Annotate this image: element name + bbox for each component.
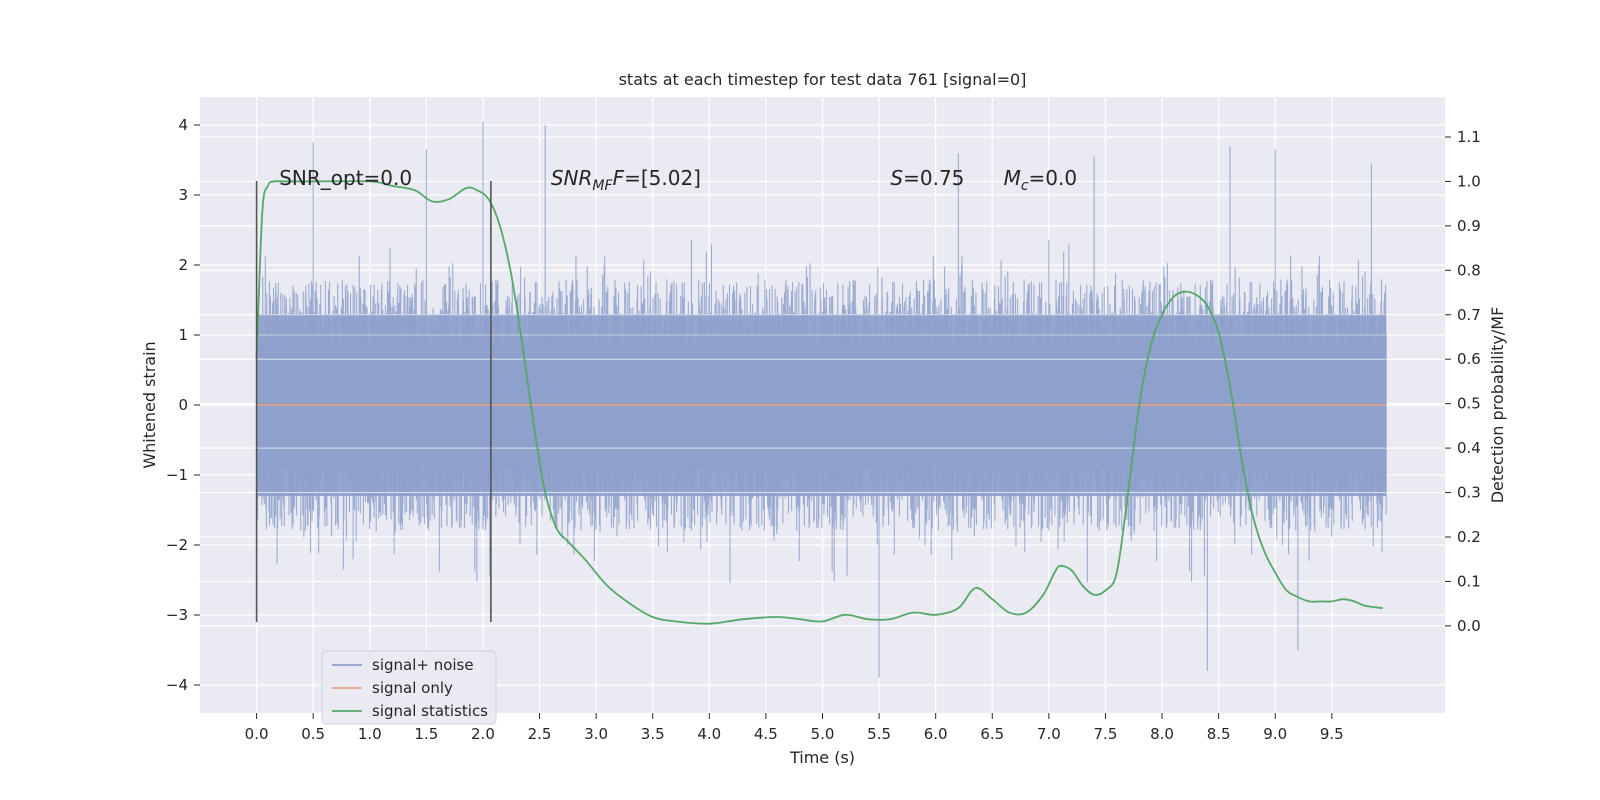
- x-tick-label: 0.0: [245, 725, 269, 743]
- vertical-markers: [255, 181, 492, 622]
- annotation-snr-mf-sub: MF: [592, 178, 613, 194]
- legend-label: signal+ noise: [372, 656, 474, 674]
- x-axis-label: Time (s): [789, 748, 855, 767]
- y2-tick-label: 0.1: [1457, 572, 1481, 590]
- y-tick-label: 1: [178, 326, 188, 344]
- y-tick-label: 2: [178, 256, 188, 274]
- x-tick-label: 1.5: [414, 725, 438, 743]
- y2-axis-label: Detection probability/MF: [1488, 307, 1507, 504]
- y2-tick-label: 0.0: [1457, 617, 1481, 635]
- x-tick-label: 8.5: [1207, 725, 1231, 743]
- x-tick-label: 8.0: [1150, 725, 1174, 743]
- y2-tick-label: 1.0: [1457, 172, 1481, 190]
- x-tick-label: 2.5: [528, 725, 552, 743]
- x-tick-label: 7.5: [1094, 725, 1118, 743]
- x-tick-label: 1.0: [358, 725, 382, 743]
- y2-tick-label: 0.9: [1457, 217, 1481, 235]
- y-axis-label: Whitened strain: [140, 341, 159, 468]
- x-tick-label: 7.0: [1037, 725, 1061, 743]
- x-tick-label: 9.0: [1263, 725, 1287, 743]
- axis-ticks: 0.0 0.5 1.0 1.5 2.0 2.5 3.0 3.5 4.0 4.5 5.0 5.5 6.0 6…: [166, 116, 1481, 743]
- y2-tick-label: 0.5: [1457, 395, 1481, 413]
- y-tick-label: −1: [166, 466, 188, 484]
- y2-tick-label: 0.4: [1457, 439, 1481, 457]
- series-lines: [255, 180, 1387, 625]
- y-tick-label: 0: [178, 396, 188, 414]
- legend-label: signal only: [372, 679, 453, 697]
- x-tick-label: 5.5: [867, 725, 891, 743]
- x-tick-label: 6.0: [924, 725, 948, 743]
- annotation-s-base: S: [890, 166, 903, 190]
- annotation-snr-mf-value: =[5.02]: [624, 166, 701, 190]
- annotation-mc-value: =0.0: [1029, 166, 1078, 190]
- x-tick-label: 6.5: [980, 725, 1004, 743]
- y-tick-label: −2: [166, 536, 188, 554]
- y2-tick-label: 0.8: [1457, 261, 1481, 279]
- y2-tick-label: 1.1: [1457, 128, 1481, 146]
- x-tick-label: 3.0: [584, 725, 608, 743]
- y2-tick-label: 0.7: [1457, 306, 1481, 324]
- legend-box: [321, 650, 497, 725]
- y-tick-label: 4: [178, 116, 188, 134]
- annotation-snr-mf-f: F: [613, 166, 625, 190]
- y-tick-label: −4: [166, 676, 188, 694]
- x-tick-label: 4.5: [754, 725, 778, 743]
- annotation-snr-mf: SNRMFF=[5.02]: [551, 166, 701, 194]
- x-tick-label: 4.0: [697, 725, 721, 743]
- series-signal-statistics: [255, 180, 1383, 625]
- y2-tick-label: 0.2: [1457, 528, 1481, 546]
- x-tick-label: 0.5: [301, 725, 325, 743]
- x-tick-label: 5.0: [811, 725, 835, 743]
- x-tick-label: 3.5: [641, 725, 665, 743]
- legend-label: signal statistics: [372, 702, 488, 720]
- legend: signal+ noise signal only signal statistic…: [321, 650, 497, 725]
- annotation-s: S=0.75: [890, 166, 964, 190]
- annotation-s-value: =0.75: [903, 166, 964, 190]
- x-tick-label: 9.5: [1320, 725, 1344, 743]
- y-tick-label: 3: [178, 186, 188, 204]
- annotation-mc-sub: c: [1021, 178, 1029, 194]
- annotation-mc: Mc=0.0: [1004, 166, 1078, 194]
- annotation-snr-opt: SNR_opt=0.0: [279, 166, 412, 190]
- y-tick-label: −3: [166, 606, 188, 624]
- y2-tick-label: 0.6: [1457, 350, 1481, 368]
- y2-tick-label: 0.3: [1457, 484, 1481, 502]
- chart-title: stats at each timestep for test data 761…: [619, 70, 1027, 89]
- x-tick-label: 2.0: [471, 725, 495, 743]
- annotation-snr-mf-base: SNR: [551, 166, 593, 190]
- annotation-mc-base: M: [1004, 166, 1021, 190]
